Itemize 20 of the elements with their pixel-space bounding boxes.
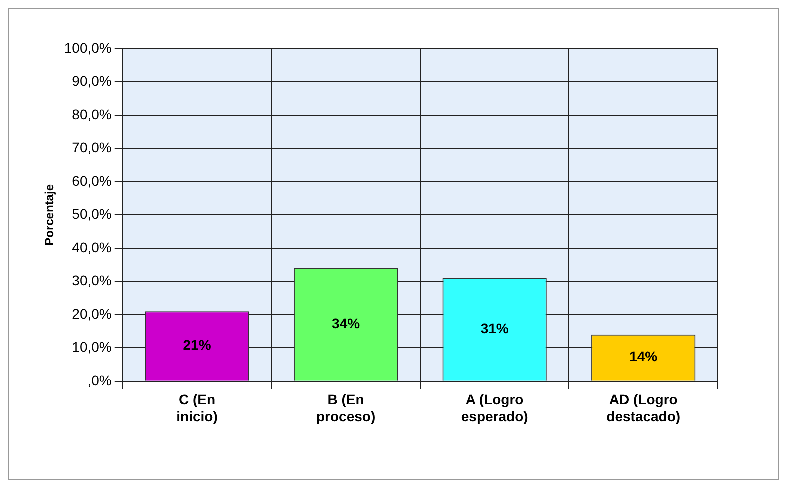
y-tick-label: 60,0% (72, 172, 112, 189)
data-label: 34% (332, 316, 361, 332)
y-tick-label: 20,0% (72, 306, 112, 322)
x-tick-label: B (En proceso) (316, 392, 376, 424)
data-label: 14% (630, 348, 658, 365)
y-tick-label: 40,0% (72, 239, 112, 256)
data-label: 21% (183, 337, 212, 354)
x-tick-label: AD (Logro destacado) (606, 392, 681, 424)
y-tick-label: 50,0% (72, 206, 112, 222)
x-tick-label: A (Logro esperado) (461, 392, 528, 424)
y-axis-title: Porcentaje (42, 184, 57, 246)
data-label: 31% (480, 320, 510, 336)
y-tick-label: 70,0% (72, 140, 112, 156)
y-tick-label: 80,0% (72, 106, 112, 122)
y-tick-label: 10,0% (72, 339, 112, 356)
y-tick-label: 100,0% (64, 40, 112, 56)
x-tick-label: C (En inicio) (176, 392, 218, 424)
y-tick-label: 90,0% (72, 73, 112, 90)
y-tick-label: 30,0% (72, 272, 112, 289)
y-tick-label: ,0% (88, 372, 112, 388)
